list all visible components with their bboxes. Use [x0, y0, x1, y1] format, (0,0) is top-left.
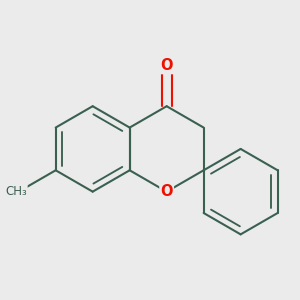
Text: O: O: [160, 58, 173, 73]
Text: CH₃: CH₃: [5, 185, 27, 198]
Text: O: O: [160, 184, 173, 199]
